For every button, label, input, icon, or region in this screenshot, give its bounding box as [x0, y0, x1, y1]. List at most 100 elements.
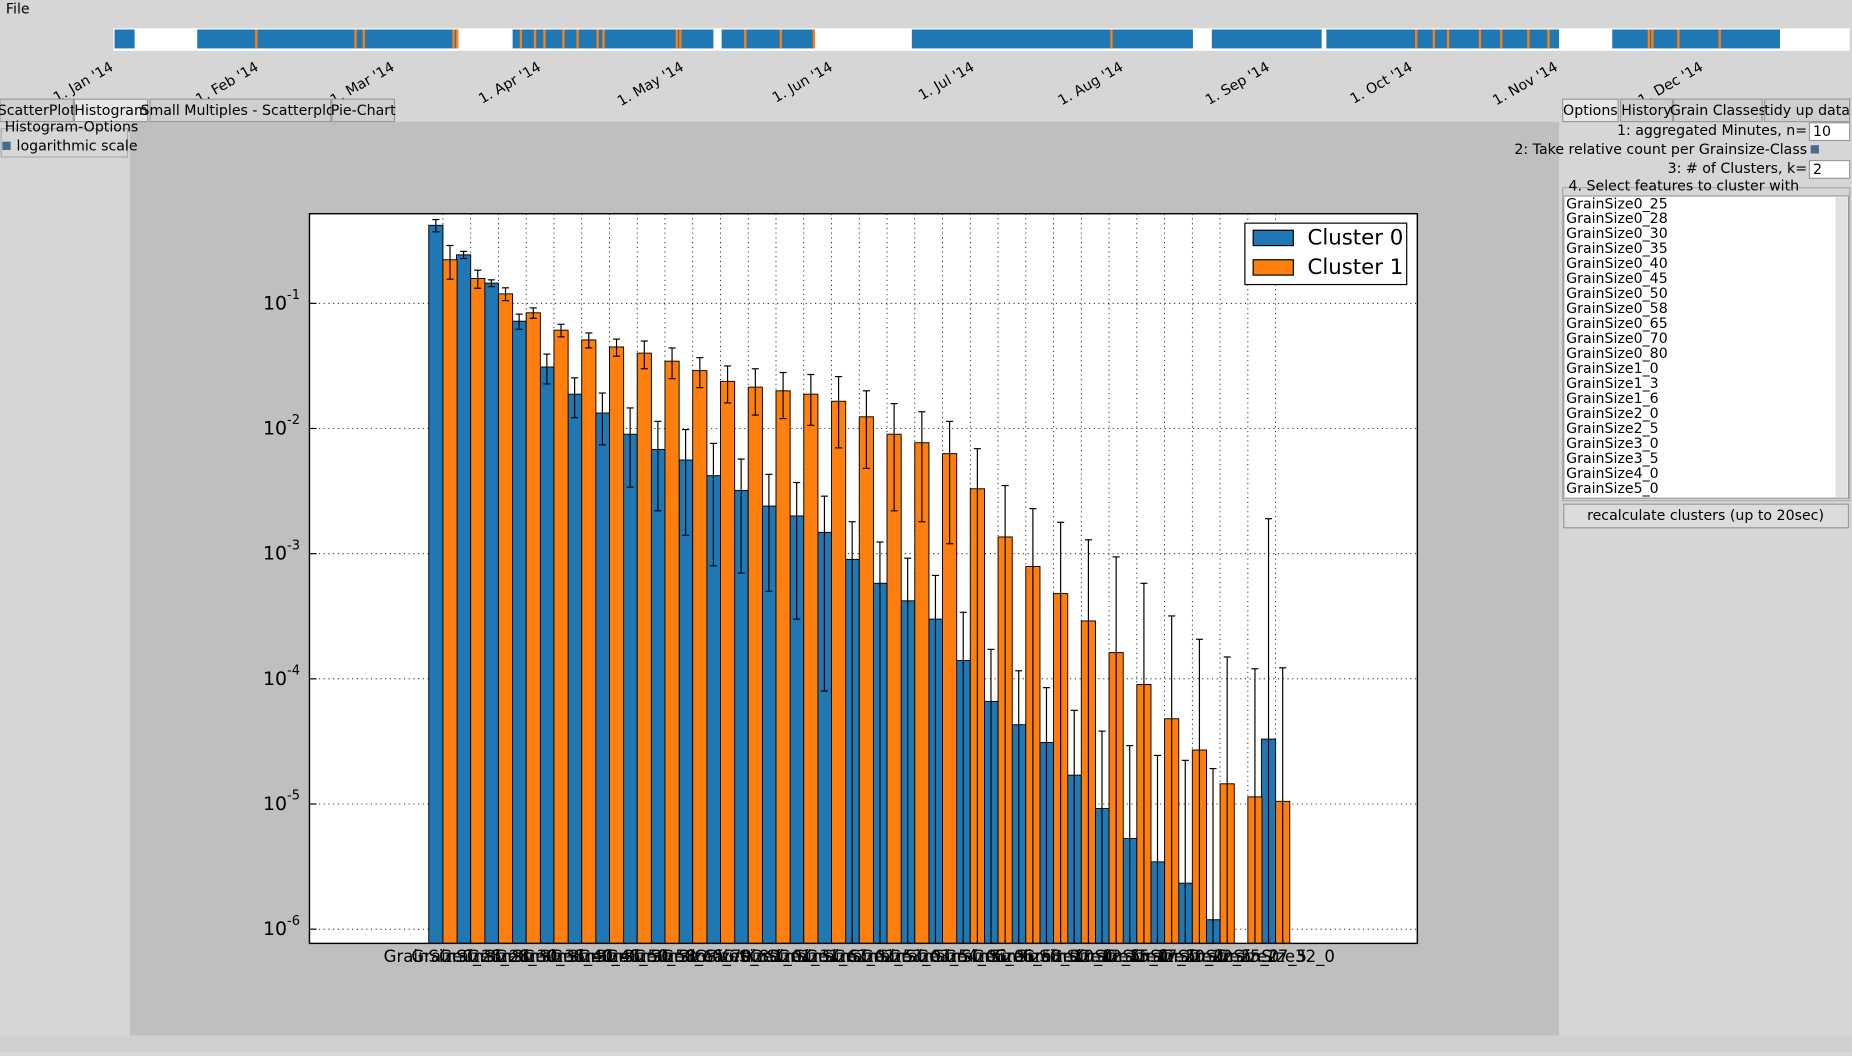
list-item[interactable]: GrainSize0_65 [1566, 316, 1668, 332]
list-item[interactable]: GrainSize0_30 [1566, 226, 1668, 242]
list-item[interactable]: GrainSize0_40 [1566, 256, 1668, 272]
list-item[interactable]: GrainSize0_80 [1566, 346, 1668, 362]
list-item[interactable]: GrainSize0_58 [1566, 301, 1668, 317]
timeline-segment [1326, 29, 1560, 49]
tab[interactable] [1673, 98, 1763, 123]
list-item[interactable]: GrainSize0_28 [1566, 211, 1668, 227]
error-bar [1126, 744, 1134, 944]
y-tick-label: 10-3 [263, 538, 300, 564]
tab-label: Histogram [74, 103, 147, 119]
error-bar [1001, 484, 1009, 944]
x-tick-label: GrainSize0_25 [384, 947, 502, 967]
bar [456, 254, 472, 944]
bar [497, 293, 514, 944]
error-bar [890, 403, 898, 512]
bar [664, 360, 680, 944]
timeline-mark [354, 29, 357, 49]
tick-exponent: -5 [287, 788, 300, 803]
list-item[interactable]: GrainSize4_0 [1566, 466, 1659, 482]
button[interactable] [1563, 503, 1850, 529]
tab[interactable] [0, 98, 74, 123]
x-tick-label: GrainSize8_0 [972, 947, 1080, 967]
tab[interactable] [1764, 98, 1851, 123]
tick-exponent: -6 [287, 913, 300, 928]
x-tick-label: GrainSize0_35 [467, 947, 585, 967]
error-bar [654, 420, 662, 512]
timeline-mark [1414, 29, 1418, 49]
list-item[interactable]: GrainSize3_5 [1566, 451, 1659, 467]
timeline-mark [452, 29, 455, 49]
list-item[interactable]: GrainSize2_0 [1566, 406, 1659, 422]
checkbox[interactable] [2, 141, 11, 150]
legend-swatch [1252, 259, 1294, 276]
timeline-mark [519, 29, 523, 49]
error-bar [807, 373, 815, 426]
tab[interactable] [331, 98, 396, 123]
group-title: Histogram-Options [5, 120, 139, 136]
timeline-segment [1612, 29, 1780, 49]
timeline-mark [779, 29, 782, 49]
error-bar [946, 420, 954, 545]
timeline-mark [812, 29, 815, 49]
error-bar [820, 495, 828, 692]
error-bar [987, 648, 995, 944]
timeline-mark [602, 29, 605, 49]
tick-base: 10 [263, 793, 287, 815]
button-label: recalculate clusters (up to 20sec) [1587, 508, 1824, 524]
tick-base: 10 [263, 542, 287, 564]
bar [858, 416, 874, 944]
x-tick-label: GrainSize0_65 [606, 947, 724, 967]
timeline-mark [543, 29, 546, 49]
menu-item[interactable]: File [6, 1, 30, 17]
x-tick-label: GrainSize25_0 [1161, 947, 1279, 967]
list-item[interactable]: GrainSize0_35 [1566, 241, 1668, 257]
bar [525, 312, 541, 944]
error-bar [779, 371, 787, 420]
error-bar [1070, 709, 1078, 944]
list-item[interactable]: GrainSize0_45 [1566, 271, 1668, 287]
error-bar [1168, 615, 1176, 944]
tab[interactable] [73, 98, 149, 123]
list-item[interactable]: GrainSize0_50 [1566, 286, 1668, 302]
x-tick-label: GrainSize0_40 [495, 947, 613, 967]
x-tick-label: GrainSize22_5 [1133, 947, 1251, 967]
tab[interactable] [1562, 98, 1619, 123]
bar [650, 448, 666, 944]
timeline-segment [911, 29, 1193, 49]
list-item[interactable]: GrainSize5_0 [1566, 481, 1659, 497]
list-item[interactable]: GrainSize2_5 [1566, 421, 1659, 437]
error-bar [1112, 556, 1120, 944]
list-item[interactable]: GrainSize0_70 [1566, 331, 1668, 347]
bar [692, 370, 708, 944]
list-item[interactable]: GrainSize0_25 [1566, 196, 1668, 212]
error-bar [529, 307, 537, 319]
checkbox[interactable] [1810, 145, 1819, 154]
timeline-mark [1651, 29, 1654, 49]
bar [470, 277, 486, 944]
timeline-mark [596, 29, 599, 49]
timeline-mark [576, 29, 579, 49]
x-tick-label: GrainSize0_28 [411, 947, 529, 967]
timeline-mark [744, 29, 747, 49]
list-item[interactable]: GrainSize1_0 [1566, 361, 1659, 377]
timeline-mark [1432, 29, 1436, 49]
x-tick-label: GrainSize0_50 [550, 947, 668, 967]
list-item[interactable]: GrainSize1_3 [1566, 376, 1659, 392]
tab[interactable] [1619, 98, 1674, 123]
error-bar [432, 218, 440, 233]
spinbox-value: 10 [1813, 124, 1831, 140]
error-bar [1264, 518, 1273, 944]
x-tick-label: GrainSize4_0 [889, 947, 997, 967]
error-bar [557, 323, 565, 338]
bar [720, 380, 736, 944]
tab[interactable] [149, 98, 332, 123]
error-bar [1153, 754, 1162, 944]
x-tick-label: GrainSize3_5 [861, 947, 969, 967]
list-item[interactable]: GrainSize1_6 [1566, 391, 1659, 407]
spinbox[interactable] [1808, 159, 1851, 179]
error-bar [682, 429, 690, 536]
error-bar [515, 313, 523, 330]
list-item[interactable]: GrainSize3_0 [1566, 436, 1659, 452]
spinbox[interactable] [1808, 122, 1851, 142]
